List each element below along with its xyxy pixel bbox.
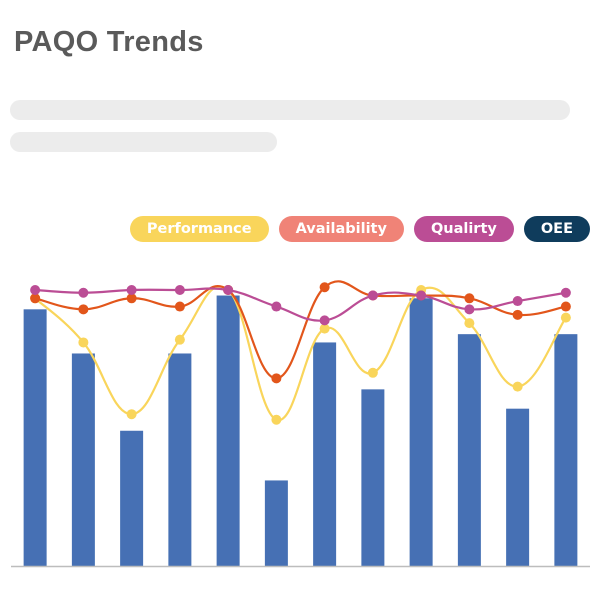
oee-bar [168, 353, 192, 566]
oee-bar [120, 430, 144, 566]
oee-bar [216, 295, 240, 566]
placeholder-text-line [10, 132, 277, 152]
oee-bar [71, 353, 95, 566]
legend-quality[interactable]: Qualirty [413, 216, 514, 242]
page-title: PAQO Trends [14, 26, 204, 58]
oee-bar [361, 389, 385, 566]
series-point [560, 312, 571, 323]
series-point [78, 287, 89, 298]
bar-series [23, 295, 578, 566]
series-point [512, 309, 523, 320]
series-point [416, 290, 427, 301]
oee-bar [506, 408, 530, 566]
series-point [319, 315, 330, 326]
series-point [30, 285, 41, 295]
oee-bar [457, 334, 481, 566]
series-point [271, 414, 282, 425]
series-point [126, 409, 137, 420]
oee-bar [409, 298, 433, 566]
series-line [34, 280, 567, 380]
series-point [464, 293, 475, 304]
series-point [223, 285, 234, 295]
line-series-qualirty [30, 285, 571, 326]
series-point [464, 304, 475, 315]
line-series-performance [30, 285, 571, 425]
oee-bar [313, 342, 337, 566]
series-point [78, 337, 89, 348]
series-point [271, 301, 282, 312]
series-point [78, 304, 89, 315]
series-point [319, 282, 330, 293]
series-point [560, 287, 571, 298]
oee-bar [264, 480, 288, 566]
oee-bar [23, 309, 47, 566]
series-point [174, 334, 185, 345]
series-point [367, 290, 378, 301]
legend-performance[interactable]: Performance [129, 216, 269, 242]
series-point [271, 373, 282, 384]
series-point [174, 285, 185, 295]
chart-legend: Performance Availability Qualirty OEE [0, 216, 590, 242]
series-point [464, 318, 475, 329]
oee-bar [554, 334, 578, 566]
legend-oee[interactable]: OEE [523, 216, 590, 242]
line-series [30, 280, 571, 425]
series-point [126, 285, 137, 295]
series-line [34, 285, 567, 421]
series-point [30, 293, 41, 304]
legend-availability[interactable]: Availability [278, 216, 404, 242]
line-series-availability [30, 280, 571, 384]
series-point [367, 367, 378, 378]
series-point [512, 381, 523, 392]
series-point [512, 296, 523, 307]
series-point [174, 301, 185, 312]
placeholder-text-line [10, 100, 570, 120]
series-point [126, 293, 137, 304]
series-point [319, 323, 330, 334]
series-point [560, 301, 571, 312]
